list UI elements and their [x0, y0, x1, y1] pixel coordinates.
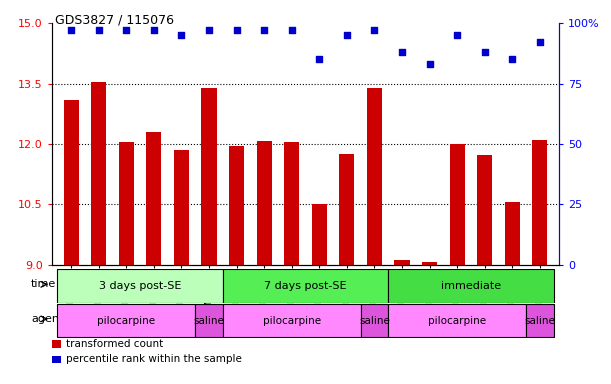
Text: pilocarpine: pilocarpine: [263, 316, 321, 326]
Point: [177, 32, 186, 38]
Point: [204, 27, 214, 33]
Point: [315, 56, 324, 63]
Bar: [532, 140, 547, 265]
Bar: [223, 270, 388, 303]
Text: saline: saline: [524, 316, 555, 326]
Bar: [394, 260, 409, 265]
Text: GDS3827 / 115076: GDS3827 / 115076: [55, 13, 174, 26]
Bar: [174, 150, 189, 265]
Point: [507, 56, 517, 63]
Bar: [422, 262, 437, 265]
Bar: [388, 270, 554, 303]
Bar: [360, 304, 388, 337]
Bar: [196, 304, 223, 337]
Bar: [339, 154, 354, 265]
Point: [535, 39, 544, 45]
Point: [342, 32, 352, 38]
Text: agent: agent: [31, 314, 64, 324]
Bar: [57, 270, 223, 303]
Text: saline: saline: [359, 316, 390, 326]
Bar: [367, 88, 382, 265]
Point: [370, 27, 379, 33]
Text: 7 days post-SE: 7 days post-SE: [264, 281, 347, 291]
Text: pilocarpine: pilocarpine: [97, 316, 155, 326]
Point: [425, 61, 434, 67]
Bar: [505, 202, 520, 265]
Point: [67, 27, 76, 33]
Bar: [91, 81, 106, 265]
Text: saline: saline: [194, 316, 224, 326]
Text: pilocarpine: pilocarpine: [428, 316, 486, 326]
Bar: [223, 304, 360, 337]
Bar: [52, 340, 61, 348]
Text: time: time: [31, 279, 56, 290]
Bar: [477, 155, 492, 265]
Text: immediate: immediate: [441, 281, 501, 291]
Bar: [257, 141, 272, 265]
Point: [149, 27, 159, 33]
Bar: [202, 88, 217, 265]
Point: [232, 27, 241, 33]
Point: [122, 27, 131, 33]
Point: [452, 32, 462, 38]
Point: [94, 27, 104, 33]
Bar: [312, 205, 327, 265]
Text: 3 days post-SE: 3 days post-SE: [99, 281, 181, 291]
Point: [397, 49, 407, 55]
Text: transformed count: transformed count: [66, 339, 163, 349]
Bar: [146, 132, 161, 265]
Bar: [388, 304, 526, 337]
Bar: [57, 304, 196, 337]
Text: percentile rank within the sample: percentile rank within the sample: [66, 354, 242, 364]
Point: [287, 27, 296, 33]
Point: [480, 49, 489, 55]
Bar: [229, 146, 244, 265]
Bar: [526, 304, 554, 337]
Bar: [284, 142, 299, 265]
Bar: [64, 100, 79, 265]
Bar: [52, 356, 61, 363]
Bar: [119, 142, 134, 265]
Bar: [450, 144, 465, 265]
Point: [259, 27, 269, 33]
